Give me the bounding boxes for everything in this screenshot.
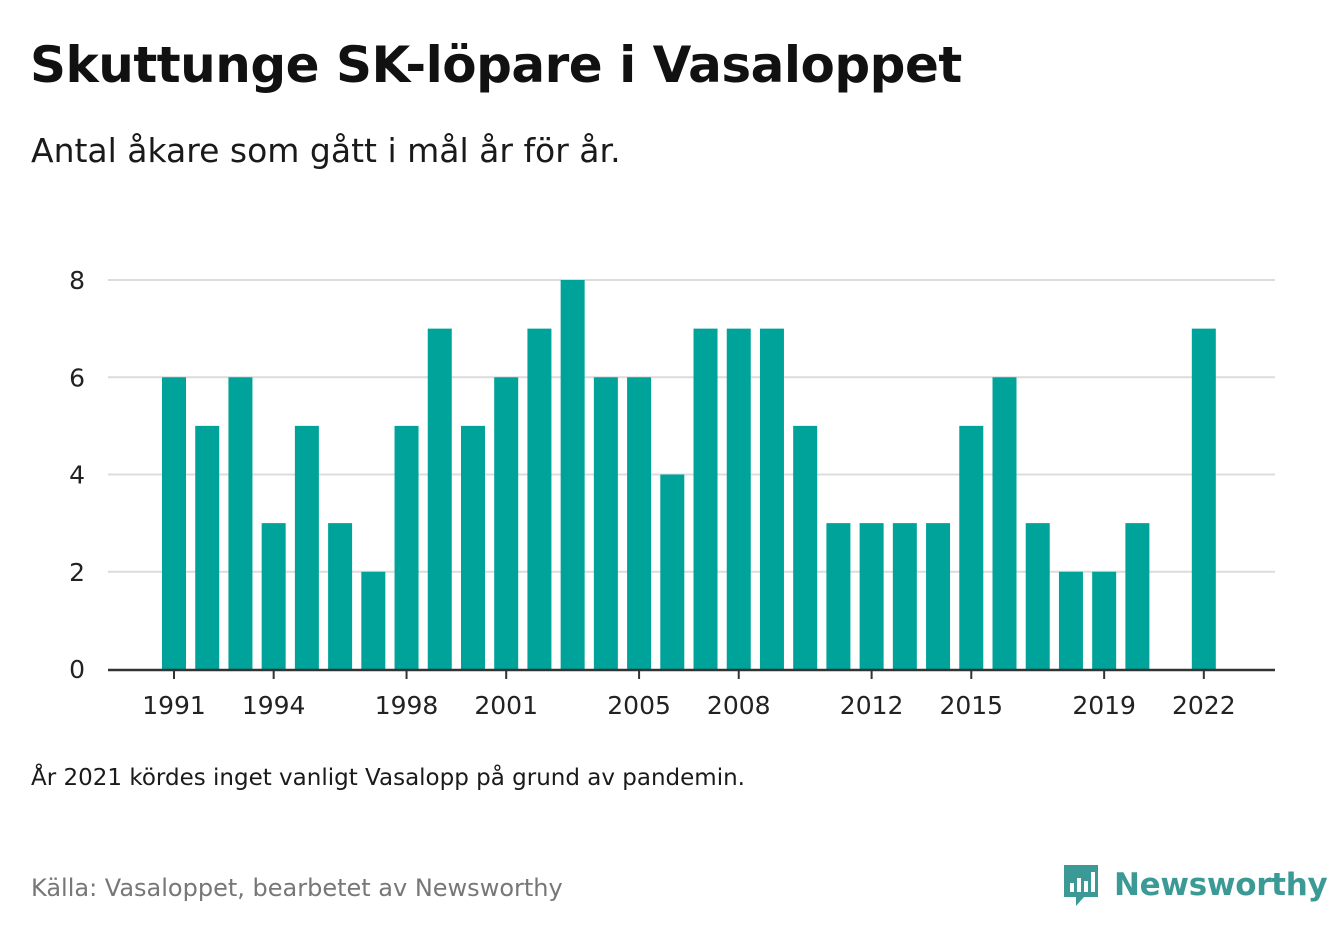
bar-2013: [892, 523, 917, 669]
bar-1997: [361, 571, 386, 669]
bar-2012: [859, 523, 884, 669]
y-tick-label: 4: [69, 461, 85, 490]
bar-2016: [992, 377, 1017, 669]
bar-1995: [294, 425, 319, 669]
bar-1991: [162, 377, 186, 669]
bar-2015: [959, 425, 984, 669]
bar-1992: [195, 425, 220, 669]
bar-2003: [560, 280, 585, 669]
bar-1999: [427, 328, 452, 669]
bar-2014: [926, 523, 951, 669]
bar-2009: [759, 328, 784, 669]
bar-1994: [261, 523, 286, 669]
footnote: År 2021 kördes inget vanligt Vasalopp på…: [31, 765, 745, 791]
bar-2018: [1058, 571, 1083, 669]
x-tick-label: 1991: [142, 691, 206, 720]
x-tick-label: 2019: [1072, 691, 1136, 720]
bar-2010: [793, 425, 818, 669]
bar-chart-speech-bubble-icon: [1060, 861, 1102, 909]
x-tick-label: 1998: [375, 691, 439, 720]
bar-2007: [693, 328, 718, 669]
y-tick-label: 6: [69, 363, 85, 392]
brand-logo[interactable]: Newsworthy: [1060, 860, 1328, 910]
y-tick-label: 8: [69, 266, 85, 295]
brand-name: Newsworthy: [1114, 867, 1328, 903]
x-tick-label: 2015: [939, 691, 1003, 720]
bar-2008: [726, 328, 751, 669]
bar-2001: [494, 377, 519, 669]
bar-2005: [627, 377, 652, 669]
chart-subtitle: Antal åkare som gått i mål år för år.: [31, 131, 621, 170]
x-tick-label: 2012: [840, 691, 904, 720]
bar-1998: [394, 425, 419, 669]
x-tick-label: 2008: [707, 691, 771, 720]
y-tick-label: 0: [69, 655, 85, 684]
y-tick-label: 2: [69, 558, 85, 587]
bar-2022: [1191, 328, 1216, 669]
x-tick-label: 1994: [242, 691, 306, 720]
bar-2004: [593, 377, 618, 669]
bar-1996: [328, 523, 353, 669]
bar-2020: [1125, 523, 1150, 669]
source-credit: Källa: Vasaloppet, bearbetet av Newswort…: [31, 874, 563, 902]
chart-title: Skuttunge SK-löpare i Vasaloppet: [30, 36, 962, 94]
bar-2017: [1025, 523, 1050, 669]
bar-2000: [460, 425, 485, 669]
bar-2019: [1092, 571, 1117, 669]
x-tick-label: 2005: [607, 691, 671, 720]
bar-2002: [527, 328, 552, 669]
x-tick-label: 2001: [474, 691, 538, 720]
bar-2011: [826, 523, 851, 669]
bar-1993: [228, 377, 253, 669]
bar-2006: [660, 474, 685, 669]
x-tick-label: 2022: [1172, 691, 1236, 720]
bar-chart: 0 2 4 6 8 1991 1994 1998 2001 2005 2008 2012 2015 201…: [69, 266, 1275, 720]
